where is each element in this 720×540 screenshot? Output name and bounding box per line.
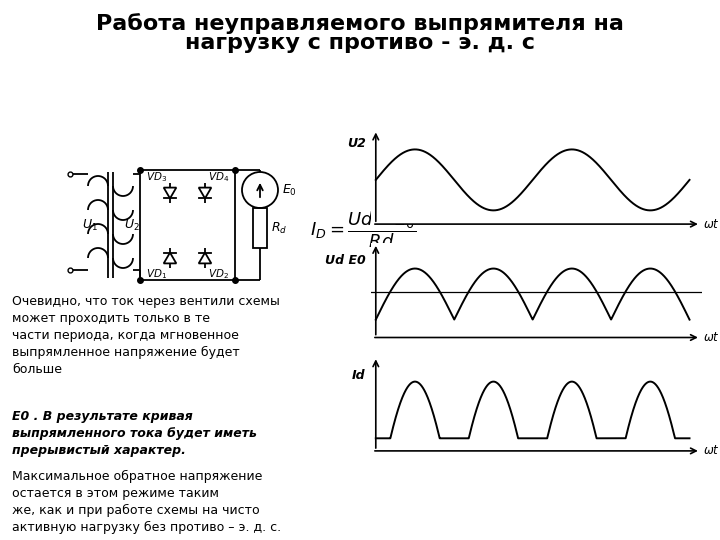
Text: $U_1$: $U_1$ — [82, 218, 98, 233]
Text: Очевидно, что ток через вентили схемы
может проходить только в те
части периода,: Очевидно, что ток через вентили схемы мо… — [12, 295, 280, 376]
Text: нагрузку с противо - э. д. с: нагрузку с противо - э. д. с — [185, 33, 535, 53]
Text: $VD_2$: $VD_2$ — [208, 267, 229, 281]
Text: $E_0$: $E_0$ — [282, 183, 297, 198]
Text: E0 . В результате кривая
выпрямленного тока будет иметь
прерывистый характер.: E0 . В результате кривая выпрямленного т… — [12, 410, 257, 457]
Text: $I_{\it D} = \dfrac{Ud - E_0}{Rd}$: $I_{\it D} = \dfrac{Ud - E_0}{Rd}$ — [310, 210, 416, 251]
Text: Максимальное обратное напряжение
остается в этом режиме таким
же, как и при рабо: Максимальное обратное напряжение остаетс… — [12, 470, 281, 534]
Text: $VD_1$: $VD_1$ — [146, 267, 167, 281]
Text: Id: Id — [352, 369, 366, 382]
Text: $\omega t$: $\omega t$ — [703, 444, 720, 457]
Text: $R_d$: $R_d$ — [271, 220, 287, 235]
Text: Работа неуправляемого выпрямителя на: Работа неуправляемого выпрямителя на — [96, 13, 624, 34]
Bar — [253, 208, 267, 248]
Text: $VD_3$: $VD_3$ — [146, 170, 167, 184]
Text: Ud E0: Ud E0 — [325, 254, 366, 267]
Text: $\omega t$: $\omega t$ — [703, 218, 720, 231]
Text: $\omega t$: $\omega t$ — [703, 331, 720, 344]
Text: $U_2$: $U_2$ — [124, 218, 140, 233]
Text: U2: U2 — [347, 137, 366, 150]
Text: $VD_4$: $VD_4$ — [208, 170, 229, 184]
